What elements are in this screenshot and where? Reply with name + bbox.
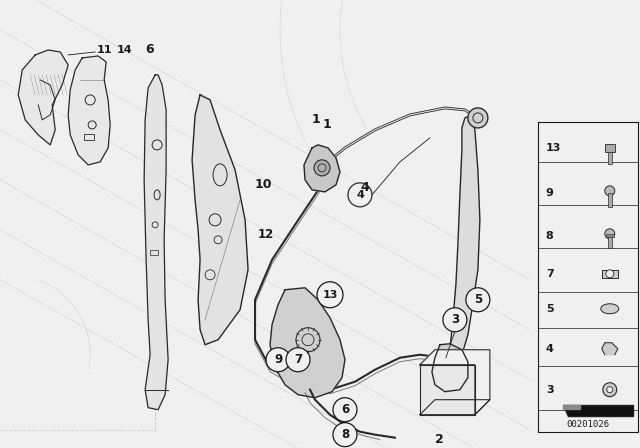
Text: 13: 13: [546, 143, 561, 153]
Circle shape: [468, 108, 488, 128]
Polygon shape: [18, 50, 68, 145]
Polygon shape: [304, 145, 340, 192]
Text: 9: 9: [546, 188, 554, 198]
Polygon shape: [602, 343, 618, 355]
Polygon shape: [68, 56, 110, 165]
Text: 3: 3: [451, 313, 459, 326]
Circle shape: [606, 270, 614, 278]
Polygon shape: [192, 95, 248, 345]
Circle shape: [607, 387, 612, 393]
Text: 1: 1: [312, 113, 321, 126]
Text: 8: 8: [341, 428, 349, 441]
Text: 7: 7: [294, 353, 302, 366]
Polygon shape: [420, 350, 490, 415]
Circle shape: [266, 348, 290, 372]
Polygon shape: [270, 288, 345, 398]
Text: 6: 6: [341, 403, 349, 416]
Bar: [608, 152, 612, 164]
Polygon shape: [144, 75, 168, 409]
Circle shape: [314, 160, 330, 176]
Circle shape: [286, 348, 310, 372]
Circle shape: [605, 229, 615, 239]
Text: 3: 3: [546, 385, 554, 395]
Text: 5: 5: [546, 304, 554, 314]
Text: 11: 11: [97, 45, 113, 55]
Polygon shape: [420, 365, 475, 415]
Text: 1: 1: [323, 118, 332, 131]
Text: 14: 14: [117, 45, 132, 55]
Text: 4: 4: [356, 190, 364, 200]
Text: 4: 4: [360, 181, 369, 194]
Bar: [606, 234, 614, 237]
Text: 6: 6: [145, 43, 154, 56]
Circle shape: [466, 288, 490, 312]
Polygon shape: [563, 405, 580, 409]
Polygon shape: [563, 405, 633, 416]
Circle shape: [603, 383, 617, 396]
Circle shape: [443, 308, 467, 332]
Bar: [608, 236, 612, 248]
Circle shape: [333, 398, 357, 422]
Text: 5: 5: [474, 293, 482, 306]
Polygon shape: [432, 344, 468, 392]
Bar: [84, 134, 94, 140]
Ellipse shape: [601, 304, 619, 314]
Text: 9: 9: [274, 353, 282, 366]
Bar: [608, 193, 612, 207]
Text: 12: 12: [258, 228, 275, 241]
Text: 4: 4: [546, 344, 554, 354]
Circle shape: [333, 422, 357, 447]
Text: 2: 2: [435, 433, 444, 446]
Polygon shape: [420, 400, 490, 415]
Circle shape: [605, 186, 615, 196]
Polygon shape: [450, 115, 480, 382]
Bar: [150, 250, 158, 255]
Circle shape: [317, 282, 343, 308]
Text: 8: 8: [546, 231, 554, 241]
Bar: [602, 270, 618, 278]
Text: 10: 10: [255, 178, 273, 191]
Text: 13: 13: [323, 290, 338, 300]
Polygon shape: [605, 144, 615, 152]
Text: 00201026: 00201026: [566, 420, 609, 429]
Text: 7: 7: [546, 269, 554, 279]
